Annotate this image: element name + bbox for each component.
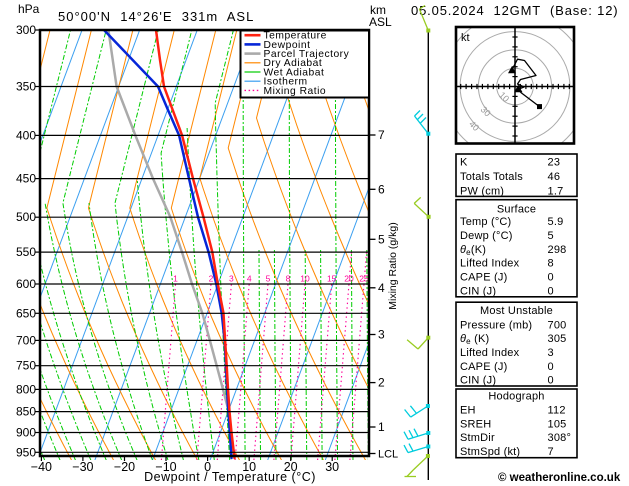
svg-text:298: 298 bbox=[548, 244, 567, 256]
svg-text:Temperature: Temperature bbox=[264, 31, 327, 42]
svg-text:8: 8 bbox=[548, 258, 554, 270]
svg-text:−30: −30 bbox=[72, 460, 93, 474]
svg-text:0: 0 bbox=[204, 460, 211, 474]
svg-text:46: 46 bbox=[548, 171, 561, 183]
svg-text:600: 600 bbox=[16, 277, 36, 291]
svg-text:20: 20 bbox=[344, 274, 354, 284]
svg-text:K: K bbox=[460, 157, 468, 169]
svg-text:10: 10 bbox=[300, 274, 310, 284]
svg-text:1: 1 bbox=[378, 420, 385, 434]
svg-text:Lifted Index: Lifted Index bbox=[460, 258, 520, 270]
svg-text:−10: −10 bbox=[155, 460, 176, 474]
svg-text:CAPE (J): CAPE (J) bbox=[460, 361, 507, 373]
svg-text:Wet Adiabat: Wet Adiabat bbox=[264, 67, 325, 78]
svg-text:5: 5 bbox=[378, 232, 385, 246]
svg-text:Hodograph: Hodograph bbox=[488, 391, 544, 403]
svg-text:750: 750 bbox=[16, 359, 36, 373]
svg-text:7: 7 bbox=[378, 128, 385, 142]
svg-text:CIN (J): CIN (J) bbox=[460, 285, 496, 297]
svg-text:3: 3 bbox=[229, 274, 234, 284]
svg-text:Most Unstable: Most Unstable bbox=[480, 305, 553, 317]
svg-text:1.7: 1.7 bbox=[548, 186, 564, 198]
svg-text:Mixing Ratio (g/kg): Mixing Ratio (g/kg) bbox=[387, 222, 399, 310]
svg-text:900: 900 bbox=[16, 426, 36, 440]
svg-text:15: 15 bbox=[327, 274, 337, 284]
svg-text:112: 112 bbox=[548, 405, 566, 417]
svg-text:Temp (°C): Temp (°C) bbox=[460, 216, 511, 228]
svg-text:Parcel Trajectory: Parcel Trajectory bbox=[264, 49, 350, 60]
svg-text:20: 20 bbox=[284, 460, 298, 474]
svg-text:550: 550 bbox=[16, 245, 36, 259]
svg-text:308°: 308° bbox=[548, 432, 572, 444]
svg-text:1: 1 bbox=[173, 274, 178, 284]
svg-text:850: 850 bbox=[16, 405, 36, 419]
svg-text:5: 5 bbox=[548, 230, 554, 242]
svg-text:3: 3 bbox=[378, 328, 385, 342]
svg-text:PW (cm): PW (cm) bbox=[460, 186, 504, 198]
svg-text:Isotherm: Isotherm bbox=[264, 77, 308, 88]
svg-text:0: 0 bbox=[548, 285, 554, 297]
svg-text:450: 450 bbox=[16, 172, 36, 186]
svg-text:700: 700 bbox=[16, 333, 36, 347]
svg-text:400: 400 bbox=[16, 128, 36, 142]
svg-text:CAPE (J): CAPE (J) bbox=[460, 272, 507, 284]
svg-text:SREH: SREH bbox=[460, 418, 491, 430]
svg-text:650: 650 bbox=[16, 306, 36, 320]
svg-text:Dewp (°C): Dewp (°C) bbox=[460, 230, 513, 242]
svg-text:7: 7 bbox=[548, 446, 554, 458]
svg-text:Dry Adiabat: Dry Adiabat bbox=[264, 58, 323, 69]
svg-text:4: 4 bbox=[247, 274, 252, 284]
svg-text:StmSpd (kt): StmSpd (kt) bbox=[460, 446, 520, 458]
svg-text:hPa: hPa bbox=[18, 2, 40, 16]
svg-text:950: 950 bbox=[16, 445, 36, 459]
svg-text:6: 6 bbox=[378, 182, 385, 196]
svg-text:800: 800 bbox=[16, 382, 36, 396]
svg-text:© weatheronline.co.uk: © weatheronline.co.uk bbox=[498, 472, 621, 484]
svg-text:θe(K): θe(K) bbox=[460, 244, 486, 257]
svg-text:2: 2 bbox=[209, 274, 214, 284]
svg-text:2: 2 bbox=[378, 376, 385, 390]
svg-text:0: 0 bbox=[548, 375, 554, 387]
svg-text:ASL: ASL bbox=[369, 15, 392, 29]
svg-text:0: 0 bbox=[548, 361, 554, 373]
svg-text:8: 8 bbox=[286, 274, 291, 284]
svg-text:105: 105 bbox=[548, 418, 567, 430]
svg-text:10: 10 bbox=[242, 460, 256, 474]
svg-text:50°00'N 14°26'E 331m ASL: 50°00'N 14°26'E 331m ASL bbox=[58, 9, 254, 24]
svg-text:700: 700 bbox=[548, 320, 567, 332]
svg-text:kt: kt bbox=[461, 32, 470, 44]
svg-text:StmDir: StmDir bbox=[460, 432, 495, 444]
svg-text:θe (K): θe (K) bbox=[460, 333, 489, 346]
svg-text:5: 5 bbox=[266, 274, 271, 284]
svg-text:4: 4 bbox=[378, 281, 385, 295]
svg-text:305: 305 bbox=[548, 333, 567, 345]
svg-text:350: 350 bbox=[16, 80, 36, 94]
svg-text:Surface: Surface bbox=[497, 203, 536, 215]
svg-text:05.05.2024 12GMT (Base: 12): 05.05.2024 12GMT (Base: 12) bbox=[411, 3, 618, 18]
svg-text:23: 23 bbox=[548, 157, 561, 169]
svg-text:LCL: LCL bbox=[378, 449, 398, 461]
svg-text:km: km bbox=[370, 3, 386, 17]
svg-text:300: 300 bbox=[16, 23, 36, 37]
svg-text:CIN (J): CIN (J) bbox=[460, 375, 496, 387]
svg-text:3: 3 bbox=[548, 347, 554, 359]
svg-text:5.9: 5.9 bbox=[548, 216, 564, 228]
svg-text:−20: −20 bbox=[114, 460, 135, 474]
svg-text:Dewpoint: Dewpoint bbox=[264, 40, 311, 51]
svg-text:0: 0 bbox=[548, 272, 554, 284]
svg-text:Pressure (mb): Pressure (mb) bbox=[460, 320, 532, 332]
svg-text:Mixing Ratio: Mixing Ratio bbox=[264, 86, 327, 97]
svg-text:EH: EH bbox=[460, 405, 476, 417]
svg-text:Totals Totals: Totals Totals bbox=[460, 171, 523, 183]
svg-text:500: 500 bbox=[16, 210, 36, 224]
svg-text:25: 25 bbox=[359, 274, 369, 284]
svg-text:Dewpoint / Temperature (°C): Dewpoint / Temperature (°C) bbox=[144, 470, 316, 484]
svg-text:30: 30 bbox=[325, 460, 339, 474]
svg-text:−40: −40 bbox=[31, 460, 52, 474]
svg-text:Lifted Index: Lifted Index bbox=[460, 347, 520, 359]
